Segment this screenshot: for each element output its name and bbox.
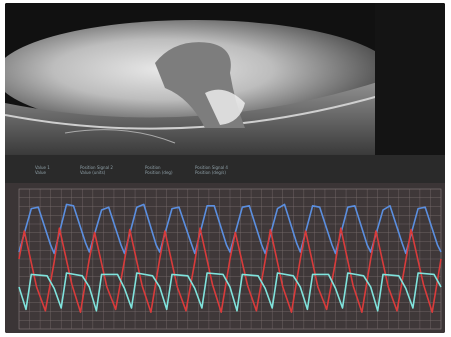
- plot-area: [5, 183, 445, 333]
- series-line-3: [18, 272, 442, 312]
- legend-item-4: Position Signal 4 Position (deg/s): [195, 165, 228, 175]
- video-image: [5, 3, 445, 155]
- legend-item-2: Position Signal 2 Value (units): [80, 165, 113, 175]
- video-frame: [5, 3, 445, 155]
- series-line-1: [18, 203, 442, 255]
- monitor-screen: Value 1 Value Position Signal 2 Value (uni…: [5, 3, 445, 333]
- line-chart: [18, 188, 442, 330]
- legend-item-1: Value 1 Value: [35, 165, 50, 175]
- legend-strip: Value 1 Value Position Signal 2 Value (uni…: [5, 155, 445, 183]
- legend-item-3: Position Position (deg): [145, 165, 173, 175]
- series-line-2: [18, 227, 442, 313]
